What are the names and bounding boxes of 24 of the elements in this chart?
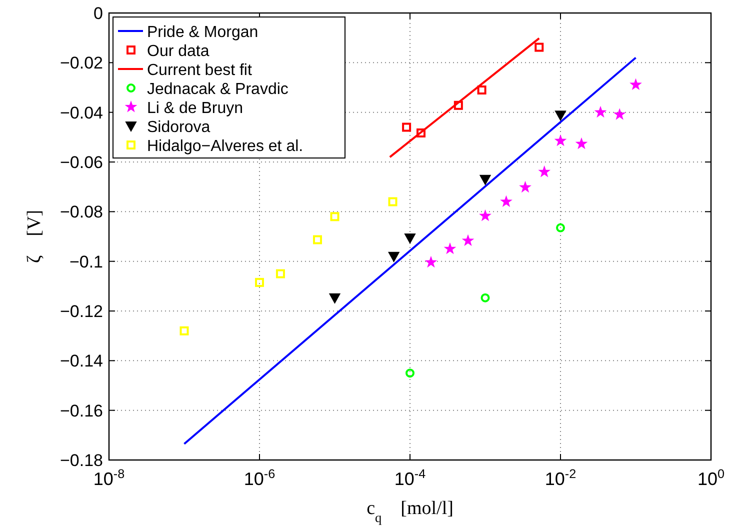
y-tick-label: −0.04 [60,103,103,122]
y-axis-title: ζ [V] [24,210,45,264]
x-tick-label: 10$^{-4}$ [394,467,426,489]
legend-label: Sidorova [147,119,210,136]
legend-label: Current best fit [147,62,252,79]
x-tick-label: 10$^{0}$ [697,467,725,489]
y-tick-label: −0.02 [60,54,103,73]
legend-label: Our data [147,43,210,60]
x-tick-label: 10$^{-6}$ [244,467,276,489]
legend-label: Hidalgo−Alveres et al. [147,138,304,155]
y-tick-label: 0 [94,4,103,23]
y-tick-label: −0.12 [60,302,103,321]
y-tick-label: −0.16 [60,401,103,420]
y-tick-label: −0.08 [60,202,103,222]
y-tick-label: −0.14 [60,352,103,371]
y-tick-label: −0.06 [60,153,103,172]
text: c$_{q}$ [mol/l] [366,498,454,524]
x-tick-label: 10$^{-8}$ [93,467,125,489]
y-tick-label: −0.1 [69,252,103,272]
x-tick-label: 10$^{-2}$ [544,467,576,489]
legend-label: Li & de Bruyn [147,100,244,117]
legend-label: Pride & Morgan [147,24,258,41]
y-tick-label: −0.18 [60,451,103,470]
legend-label: Jednacak & Pravdic [147,81,288,98]
